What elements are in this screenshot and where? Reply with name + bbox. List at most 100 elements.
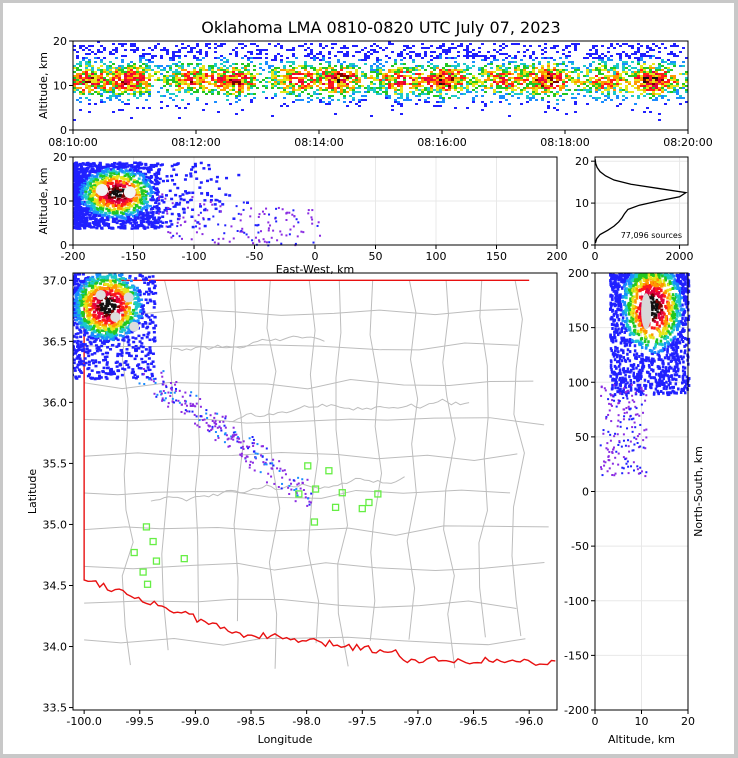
ew-altitude-source xyxy=(85,210,89,214)
time-height-source xyxy=(250,93,253,95)
time-height-source xyxy=(433,77,436,79)
time-height-source xyxy=(109,95,112,97)
time-height-source xyxy=(109,77,112,79)
time-height-source xyxy=(298,87,301,89)
time-height-source xyxy=(445,81,448,83)
time-height-source xyxy=(340,47,343,49)
ew-altitude-source xyxy=(138,174,142,177)
time-height-source xyxy=(238,73,241,75)
ew-altitude-source xyxy=(131,174,135,178)
time-height-source xyxy=(115,47,118,49)
ew-altitude-source xyxy=(125,182,129,186)
time-height-source xyxy=(265,57,268,59)
time-height-source xyxy=(616,71,619,73)
time-height-source xyxy=(178,77,181,79)
time-height-source xyxy=(532,65,535,67)
ew-altitude-source xyxy=(135,164,139,168)
ew-altitude-source xyxy=(87,194,91,197)
time-height-source xyxy=(226,71,229,73)
time-height-source xyxy=(295,71,298,73)
time-height-source xyxy=(592,97,595,99)
time-height-source xyxy=(559,69,562,71)
time-height-source xyxy=(232,69,235,71)
time-height-source xyxy=(613,89,616,91)
time-height-source xyxy=(181,47,184,49)
ew-altitude-source xyxy=(76,171,80,175)
river-county-line xyxy=(150,476,405,502)
time-height-source xyxy=(301,67,304,69)
time-height-source xyxy=(400,55,403,57)
time-height-source xyxy=(130,81,133,83)
time-height-source xyxy=(643,71,646,73)
time-height-source xyxy=(283,75,286,77)
time-height-source xyxy=(439,53,442,55)
time-height-source xyxy=(340,83,343,85)
time-height-source xyxy=(613,93,616,95)
time-height-source xyxy=(289,91,292,93)
time-height-source xyxy=(175,81,178,83)
time-height-source xyxy=(424,51,427,53)
ew-altitude-source xyxy=(167,231,170,234)
ew-altitude-source xyxy=(140,198,144,201)
time-height-source xyxy=(652,95,655,97)
time-height-source xyxy=(217,77,220,79)
time-height-source xyxy=(622,43,625,45)
time-height-source xyxy=(667,81,670,83)
ew-altitude-source xyxy=(85,163,89,167)
time-height-source xyxy=(160,73,163,75)
time-height-source xyxy=(583,95,586,97)
ew-altitude-source xyxy=(91,215,95,218)
time-height-source xyxy=(484,91,487,93)
ew-altitude-source xyxy=(93,202,97,206)
time-height-source xyxy=(265,97,268,99)
time-height-source xyxy=(421,81,424,83)
ew-altitude-source xyxy=(111,191,115,194)
time-height-source xyxy=(193,73,196,75)
time-height-source xyxy=(319,73,322,75)
ew-altitude-source xyxy=(112,176,116,179)
time-height-source xyxy=(607,57,610,59)
ew-altitude-source xyxy=(85,170,89,173)
time-height-source xyxy=(514,89,517,91)
time-height-source xyxy=(148,75,151,77)
time-height-source xyxy=(247,89,250,91)
time-height-source xyxy=(181,87,184,89)
time-height-source xyxy=(250,73,253,75)
ew-altitude-source xyxy=(130,173,134,177)
time-height-source xyxy=(259,63,262,65)
time-height-source xyxy=(502,59,505,61)
time-height-source xyxy=(529,83,532,85)
time-height-source xyxy=(421,85,424,87)
time-height-source xyxy=(574,49,577,51)
ew-altitude-source xyxy=(136,191,140,194)
ew-altitude-source xyxy=(187,191,191,195)
time-height-source xyxy=(202,109,205,111)
ew-altitude-source xyxy=(195,225,198,228)
time-height-source xyxy=(430,51,433,53)
time-height-source xyxy=(160,55,163,57)
time-height-source xyxy=(568,77,571,79)
ew-altitude-source xyxy=(78,216,82,219)
time-height-source xyxy=(331,85,334,87)
time-height-source xyxy=(652,87,655,89)
time-height-source xyxy=(355,103,358,105)
time-height-source xyxy=(235,51,238,53)
time-height-source xyxy=(457,79,460,81)
ew-altitude-source xyxy=(76,201,80,204)
time-height-source xyxy=(547,101,550,103)
ew-altitude-source xyxy=(93,208,97,211)
time-height-source xyxy=(115,51,118,53)
ew-altitude-source xyxy=(241,230,244,233)
time-height-source xyxy=(514,85,517,87)
time-height-source xyxy=(325,67,328,69)
time-height-source xyxy=(298,71,301,73)
county-line xyxy=(121,280,134,666)
time-height-source xyxy=(232,85,235,87)
time-height-source xyxy=(514,67,517,69)
ew-altitude-source xyxy=(194,219,197,222)
time-height-source xyxy=(133,51,136,53)
time-height-source xyxy=(406,95,409,97)
time-height-source xyxy=(394,89,397,91)
time-height-source xyxy=(316,57,319,59)
time-height-source xyxy=(280,45,283,47)
